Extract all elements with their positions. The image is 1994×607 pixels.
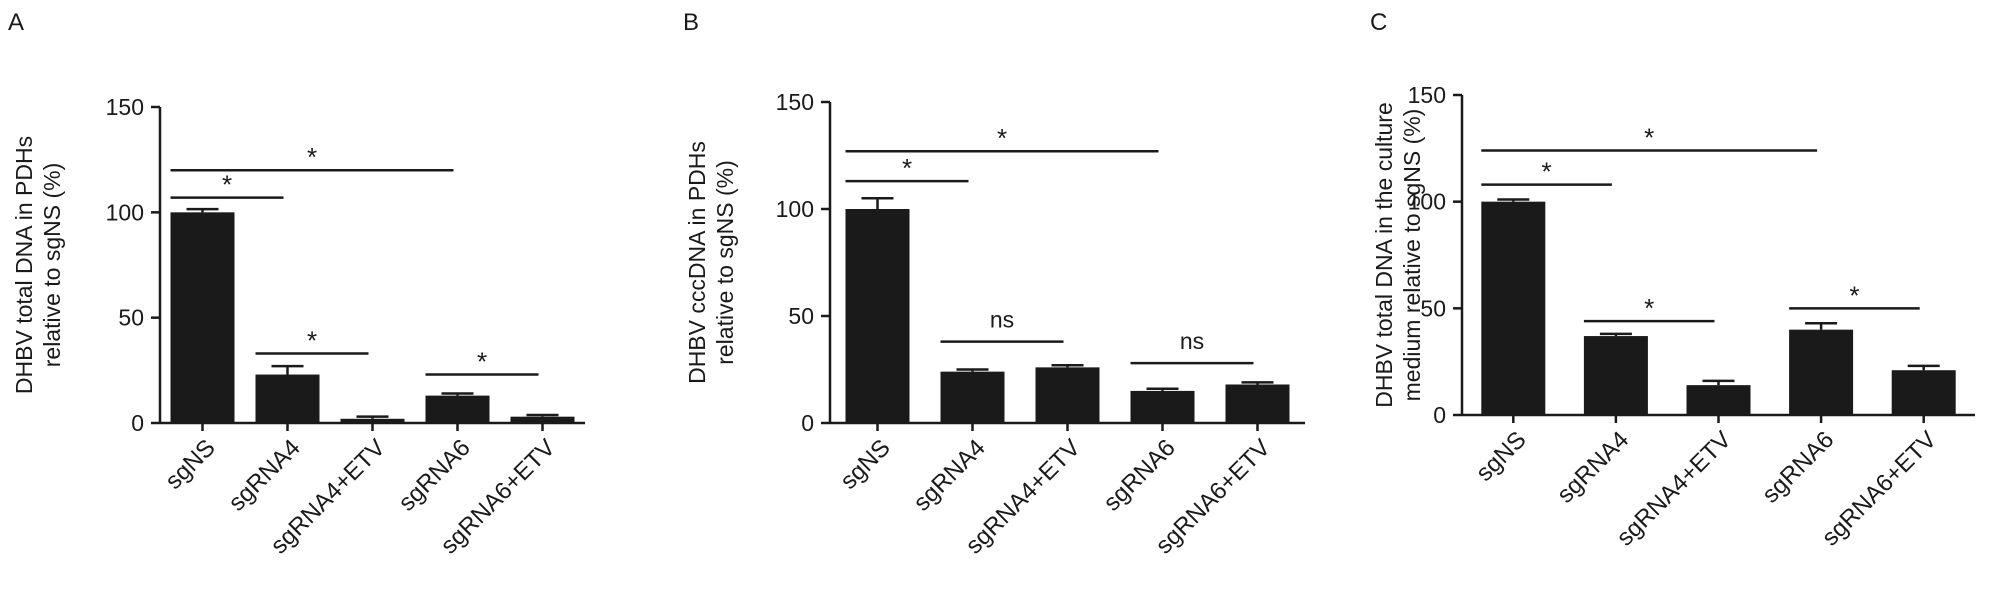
x-category-label: sgRNA6 [1098, 434, 1180, 516]
significance-label: * [997, 123, 1007, 153]
y-tick-label: 50 [788, 303, 814, 329]
significance-label: * [1644, 293, 1654, 323]
significance-label: ns [1180, 328, 1204, 354]
y-tick-label: 50 [1420, 295, 1446, 321]
y-tick-label: 100 [106, 199, 144, 225]
bar-sgrna6 [1130, 390, 1195, 423]
bar-sgrna6-etv [510, 416, 575, 423]
significance-label: ns [990, 307, 1014, 333]
y-tick-label: 0 [801, 410, 814, 436]
panel-label: B [683, 9, 699, 36]
panel-label: C [1370, 9, 1387, 36]
y-axis-label-line: relative to sgNS (%) [39, 163, 65, 368]
x-category-label: sgRNA4 [223, 434, 305, 516]
x-category-label: sgRNA4 [1552, 426, 1634, 508]
bar-sgns [1481, 201, 1546, 415]
significance-label: * [307, 325, 317, 355]
significance-label: * [1849, 280, 1859, 310]
chart-panel-a: A DHBV total DNA in PDHs relative to sgNS … [8, 9, 585, 559]
significance-label: * [477, 347, 487, 377]
x-category-label: sgRNA4 [908, 434, 990, 516]
bar-sgrna6-etv [1225, 384, 1290, 423]
y-tick-label: 50 [118, 305, 144, 331]
x-category-label: sgNS [1471, 426, 1532, 487]
x-category-label: sgNS [835, 434, 896, 495]
chart-panel-c: C DHBV total DNA in the culture medium rel… [1370, 9, 1975, 551]
bar-sgrna4 [255, 374, 320, 423]
y-tick-label: 150 [1408, 82, 1446, 108]
bar-sgns [845, 209, 910, 423]
significance-label: * [902, 153, 912, 183]
panel-label: A [8, 9, 24, 36]
x-category-label: sgRNA6 [393, 434, 475, 516]
y-tick-label: 100 [1408, 189, 1446, 215]
bar-sgrna6-etv [1891, 370, 1956, 415]
bar-sgrna4 [1583, 336, 1648, 415]
y-axis-label-line: DHBV total DNA in PDHs [11, 136, 37, 394]
y-axis-label-line: relative to sgNS (%) [712, 160, 738, 365]
bar-sgrna4-etv [1686, 385, 1751, 415]
bar-sgrna6 [1789, 329, 1854, 415]
y-tick-label: 150 [776, 89, 814, 115]
x-category-label: sgRNA6 [1757, 426, 1839, 508]
y-tick-label: 0 [131, 410, 144, 436]
significance-label: * [1644, 122, 1654, 152]
y-tick-label: 0 [1433, 402, 1446, 428]
y-tick-label: 100 [776, 196, 814, 222]
y-tick-label: 150 [106, 94, 144, 120]
bar-sgrna4-etv [340, 418, 405, 423]
y-axis-label-line: DHBV cccDNA in PDHs [684, 141, 710, 384]
chart-panel-b: B DHBV cccDNA in PDHs relative to sgNS (%)… [683, 9, 1305, 559]
y-axis-label-line: DHBV total DNA in the culture [1371, 102, 1397, 408]
bar-sgrna4 [940, 371, 1005, 423]
x-category-label: sgNS [160, 434, 221, 495]
significance-label: * [307, 142, 317, 172]
bar-sgns [170, 212, 235, 423]
significance-label: * [1542, 157, 1552, 187]
y-axis-label-line: medium relative to sgNS (%) [1399, 109, 1425, 402]
bar-sgrna4-etv [1035, 367, 1100, 423]
bar-sgrna6 [425, 395, 490, 423]
significance-label: * [222, 170, 232, 200]
